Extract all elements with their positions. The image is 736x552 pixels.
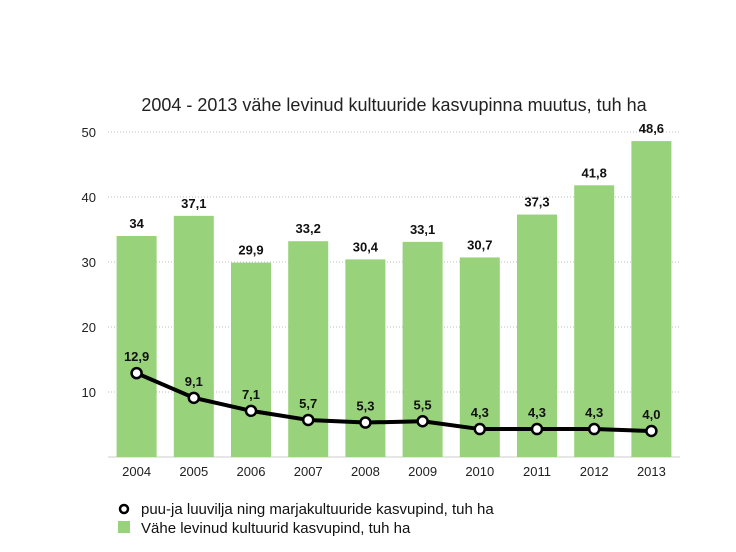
line-point — [416, 415, 429, 428]
y-tick-label: 30 — [82, 255, 96, 270]
line-series — [135, 371, 652, 433]
bar-data-label: 29,9 — [238, 243, 263, 258]
line-data-label: 5,7 — [299, 396, 317, 411]
line-data-label: 5,5 — [414, 397, 432, 412]
x-tick-label: 2009 — [408, 464, 437, 479]
line-point — [359, 416, 372, 429]
line-data-label: 4,3 — [528, 405, 546, 420]
line-point — [301, 413, 315, 427]
line-point — [530, 422, 544, 436]
bar-data-label: 33,1 — [410, 222, 435, 237]
bar-data-label: 48,6 — [639, 121, 664, 136]
line-point — [645, 424, 658, 438]
line-point — [473, 422, 487, 436]
bar-data-label: 30,7 — [467, 237, 492, 252]
legend-line-label: puu-ja luuvilja ning marjakultuuride kas… — [141, 501, 494, 518]
y-tick-label: 20 — [82, 320, 96, 335]
bar-data-label: 30,4 — [353, 239, 379, 254]
bar-data-label: 33,2 — [296, 221, 321, 236]
line-data-label: 4,0 — [642, 407, 660, 422]
line-point — [587, 422, 601, 436]
line-data-label: 7,1 — [242, 387, 260, 402]
bar — [231, 262, 271, 457]
x-tick-label: 2010 — [465, 464, 494, 479]
line-data-label: 5,3 — [356, 399, 374, 414]
bar — [631, 141, 672, 457]
line-data-label: 4,3 — [585, 405, 603, 420]
y-tick-label: 40 — [82, 190, 96, 205]
bar — [574, 185, 615, 458]
line-data-label: 4,3 — [471, 405, 489, 420]
legend-line-marker — [118, 503, 130, 515]
bar-data-label: 41,8 — [582, 165, 607, 180]
bar-data-label: 34 — [129, 216, 144, 231]
x-tick-label: 2004 — [122, 464, 151, 479]
x-tick-label: 2008 — [351, 464, 380, 479]
line-point — [187, 391, 201, 405]
line-data-label: 9,1 — [185, 374, 203, 389]
bar — [173, 215, 214, 457]
bar — [517, 214, 557, 457]
y-tick-label: 50 — [82, 125, 96, 140]
bar-data-label: 37,1 — [181, 196, 206, 211]
legend-bar-label: Vähe levinud kultuurid kasvupind, tuh ha — [141, 520, 411, 537]
x-tick-label: 2005 — [179, 464, 208, 479]
x-tick-label: 2007 — [294, 464, 323, 479]
line-point — [244, 404, 258, 418]
chart-title: 2004 - 2013 vähe levinud kultuuride kasv… — [141, 95, 647, 115]
x-tick-label: 2012 — [580, 464, 609, 479]
x-tick-label: 2011 — [523, 464, 551, 479]
legend-bar-swatch — [118, 521, 130, 533]
x-tick-label: 2006 — [237, 464, 266, 479]
line-point — [130, 366, 143, 380]
line-data-label: 12,9 — [124, 349, 149, 364]
x-tick-label: 2013 — [637, 464, 666, 479]
bar-data-label: 37,3 — [524, 195, 549, 210]
y-tick-label: 10 — [82, 385, 96, 400]
bar — [116, 236, 157, 457]
legend: puu-ja luuvilja ning marjakultuuride kas… — [118, 501, 494, 537]
